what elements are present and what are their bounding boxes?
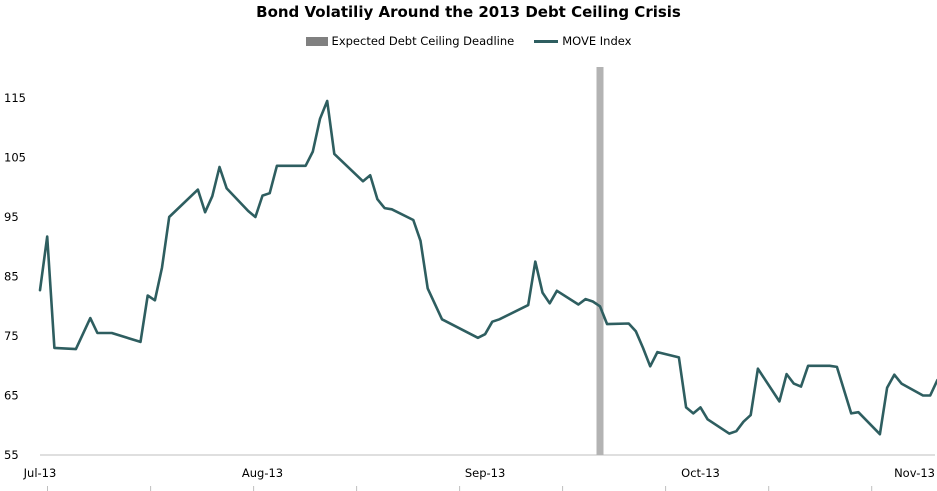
x-tick-label-Jul-13: Jul-13 [23, 466, 57, 480]
legend-label-move-index: MOVE Index [562, 34, 632, 48]
labels-layer: 55 65 75 85 95 105 115 Jul-13 Aug-13 Sep-13 Oct-13… [4, 91, 935, 480]
y-tick-label-95: 95 [4, 210, 19, 224]
y-tick-label-115: 115 [4, 91, 26, 105]
x-tick-label-Aug-13: Aug-13 [242, 466, 283, 480]
y-tick-label-55: 55 [4, 448, 19, 462]
y-tick-label-75: 75 [4, 329, 19, 343]
axes [40, 454, 935, 491]
x-tick-label-Oct-13: Oct-13 [681, 466, 720, 480]
legend-item-move-index: MOVE Index [534, 34, 631, 48]
x-tick-label-Sep-13: Sep-13 [465, 466, 505, 480]
deadline-bar [596, 67, 604, 455]
y-tick-label-105: 105 [4, 151, 26, 165]
legend: Expected Debt Ceiling Deadline MOVE Inde… [0, 34, 937, 48]
y-tick-label-65: 65 [4, 389, 19, 403]
chart-title: Bond Volatiliy Around the 2013 Debt Ceil… [256, 3, 681, 21]
deadline-layer [596, 67, 604, 455]
series-line-move-index [38, 99, 937, 436]
legend-swatch-deadline [305, 36, 328, 46]
y-tick-label-85: 85 [4, 270, 19, 284]
series-layer [38, 99, 937, 436]
x-tick-label-Nov-13: Nov-13 [894, 466, 935, 480]
legend-item-deadline: Expected Debt Ceiling Deadline [305, 34, 515, 48]
legend-swatch-move-index [534, 39, 559, 43]
legend-label-deadline: Expected Debt Ceiling Deadline [331, 34, 515, 48]
